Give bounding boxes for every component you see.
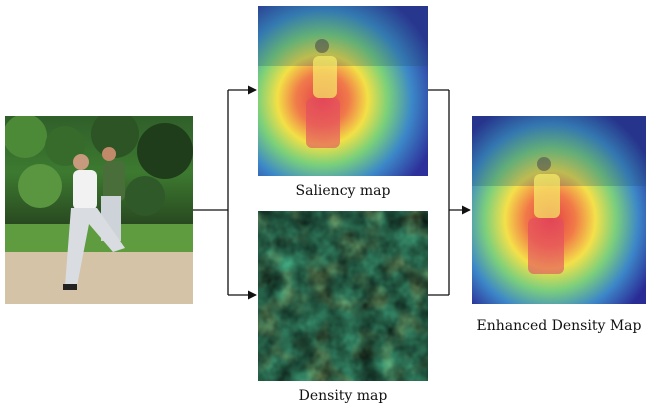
input-photo [5,116,193,304]
density-map-caption: Density map [298,388,388,404]
density-map [258,211,428,381]
enhanced-density-map [472,116,646,304]
enhanced-map-caption: Enhanced Density Map [476,318,642,334]
saliency-map [258,6,428,176]
saliency-map-caption: Saliency map [295,183,391,199]
